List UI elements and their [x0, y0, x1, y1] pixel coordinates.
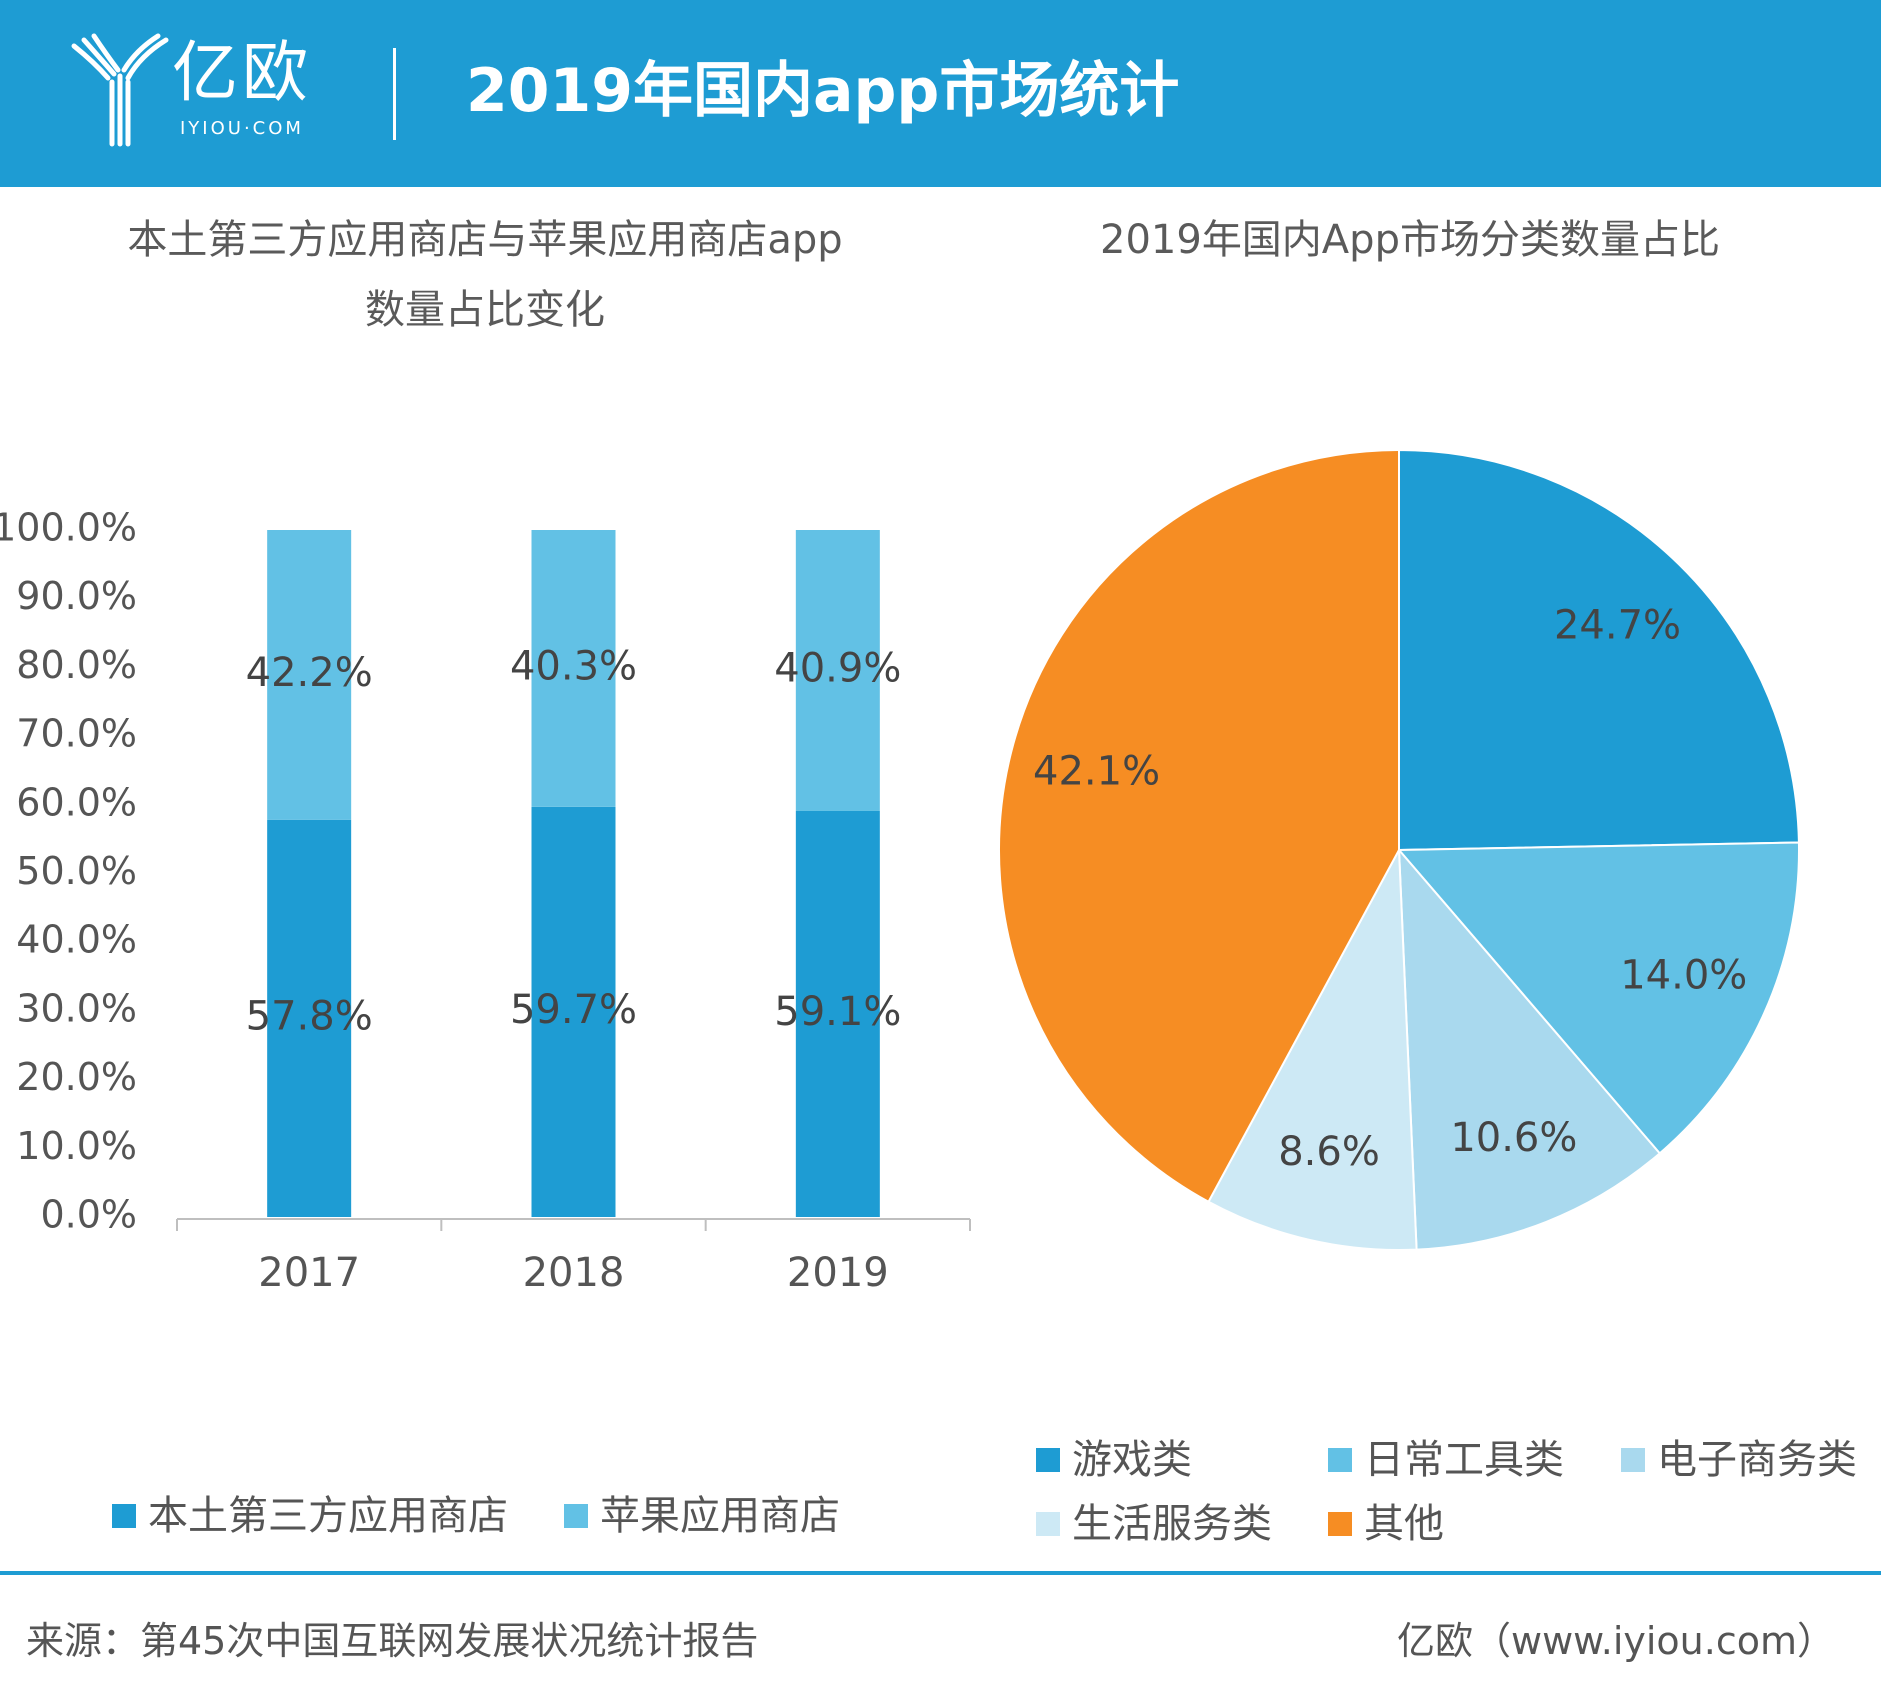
- y-tick-label: 10.0%: [16, 1124, 137, 1168]
- y-tick-label: 100.0%: [0, 506, 137, 550]
- bar-segment: [531, 530, 616, 807]
- legend-label: 日常工具类: [1364, 1437, 1564, 1483]
- header-divider: [393, 48, 396, 140]
- legend-item-tools: 日常工具类: [1328, 1440, 1621, 1480]
- y-tick-label: 30.0%: [16, 986, 137, 1030]
- bar-segment: [795, 810, 880, 1217]
- legend-item-other: 其他: [1328, 1504, 1621, 1544]
- y-tick-label: 60.0%: [16, 780, 137, 824]
- logo-text: 亿欧: [172, 34, 312, 111]
- bar-segment: [267, 530, 352, 820]
- bar-chart-title-line-1: 本土第三方应用商店与苹果应用商店app: [127, 217, 843, 263]
- logo-subtext: IYIOU·COM: [180, 118, 304, 139]
- iyiou-logo-icon: [71, 33, 169, 147]
- legend-label: 游戏类: [1072, 1437, 1192, 1483]
- pie-slice: [1207, 846, 1418, 1251]
- legend-label: 其他: [1364, 1501, 1444, 1547]
- pie-data-label: 24.7%: [1554, 602, 1681, 648]
- pie-data-label: 10.6%: [1450, 1115, 1577, 1161]
- legend-swatch: [112, 1504, 136, 1528]
- pie-data-label: 14.0%: [1620, 952, 1747, 998]
- bar-data-label: 42.2%: [246, 650, 373, 696]
- y-tick-label: 40.0%: [16, 918, 137, 962]
- legend-label: 电子商务类: [1657, 1437, 1857, 1483]
- bar-data-label: 57.8%: [246, 993, 373, 1039]
- stacked-bar-chart: 0.0% 10.0% 20.0% 30.0% 40.0% 50.0% 60.0% 70.0% 8…: [0, 506, 971, 1296]
- legend-item-ecommerce: 电子商务类: [1621, 1440, 1871, 1480]
- legend-item-games: 游戏类: [1036, 1440, 1328, 1480]
- page-title: 2019年国内app市场统计: [466, 56, 1180, 126]
- pie-chart-title: 2019年国内App市场分类数量占比: [1100, 217, 1720, 263]
- pie-slice: [997, 448, 1400, 1204]
- bar-data-label: 59.1%: [774, 989, 901, 1035]
- legend-swatch: [564, 1504, 588, 1528]
- y-tick-label: 20.0%: [16, 1055, 137, 1099]
- x-tick-label: 2019: [787, 1250, 889, 1296]
- footer-divider: [0, 1571, 1881, 1575]
- pie-data-label: 8.6%: [1278, 1129, 1380, 1175]
- pie-chart-legend: 游戏类 日常工具类 电子商务类 生活服务类 其他: [1036, 1440, 1881, 1544]
- header-banner: 亿欧 IYIOU·COM 2019年国内app市场统计: [0, 0, 1881, 187]
- bar-chart-legend: 本土第三方应用商店 苹果应用商店: [112, 1496, 896, 1536]
- legend-item-local-store: 本土第三方应用商店: [112, 1496, 508, 1536]
- legend-label: 本土第三方应用商店: [148, 1493, 508, 1539]
- footer-source: 来源：第45次中国互联网发展状况统计报告: [26, 1619, 759, 1663]
- bar-data-label: 59.7%: [510, 987, 637, 1033]
- legend-swatch: [1621, 1448, 1645, 1472]
- legend-label: 苹果应用商店: [600, 1493, 840, 1539]
- y-tick-label: 50.0%: [16, 849, 137, 893]
- bar-chart-title: 本土第三方应用商店与苹果应用商店app 数量占比变化: [80, 205, 890, 345]
- pie-chart: 24.7% 14.0% 10.6% 8.6% 42.1%: [997, 448, 1800, 1251]
- y-tick-label: 0.0%: [40, 1193, 137, 1237]
- footer-brand-link: 亿欧（www.iyiou.com）: [1396, 1619, 1835, 1663]
- pie-data-label: 42.1%: [1033, 748, 1160, 794]
- pie-slice: [1396, 841, 1800, 1155]
- legend-swatch: [1328, 1512, 1352, 1536]
- legend-label: 生活服务类: [1072, 1501, 1272, 1547]
- legend-item-apple-store: 苹果应用商店: [564, 1496, 840, 1536]
- bar-segment: [267, 819, 352, 1217]
- bar-segment: [795, 530, 880, 811]
- y-tick-label: 90.0%: [16, 574, 137, 618]
- bar-data-label: 40.3%: [510, 643, 637, 689]
- x-tick-label: 2018: [523, 1250, 625, 1296]
- y-tick-label: 80.0%: [16, 643, 137, 687]
- pie-slice: [1398, 448, 1800, 852]
- x-tick-label: 2017: [258, 1250, 360, 1296]
- y-tick-label: 70.0%: [16, 712, 137, 756]
- legend-swatch: [1036, 1448, 1060, 1472]
- legend-swatch: [1036, 1512, 1060, 1536]
- legend-item-life-services: 生活服务类: [1036, 1504, 1328, 1544]
- bar-segment: [531, 806, 616, 1217]
- bar-data-label: 40.9%: [774, 645, 901, 691]
- legend-swatch: [1328, 1448, 1352, 1472]
- bar-chart-title-line-2: 数量占比变化: [365, 287, 605, 333]
- pie-slice: [1397, 847, 1662, 1251]
